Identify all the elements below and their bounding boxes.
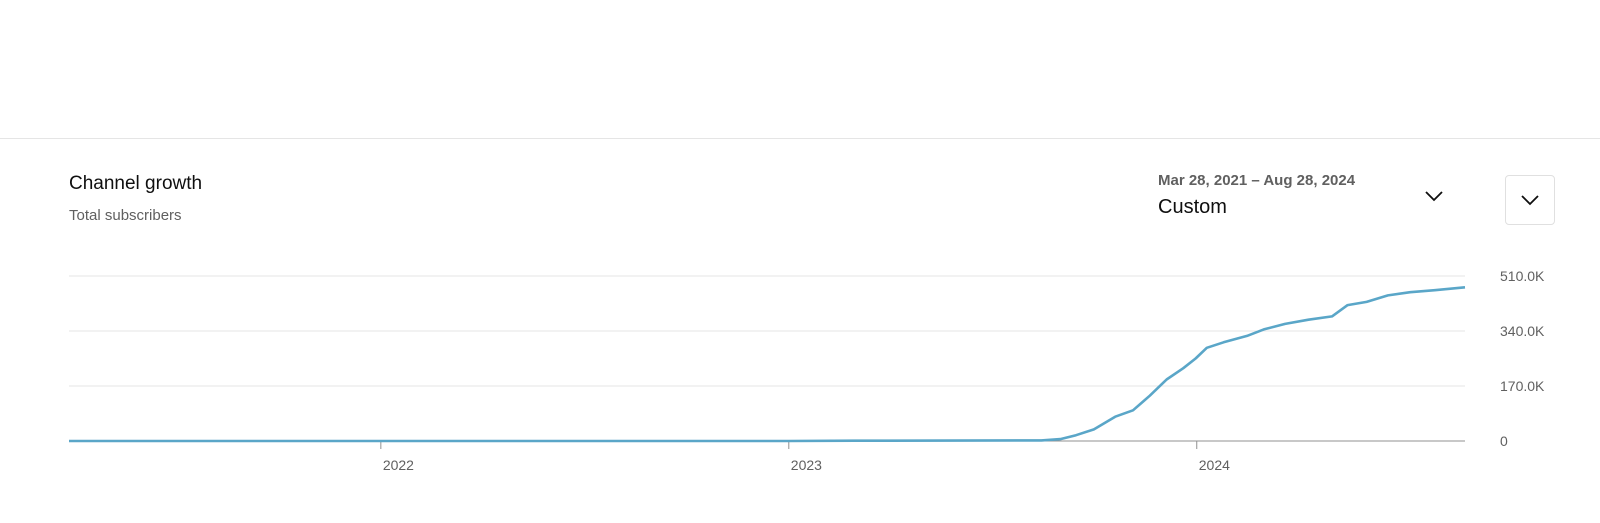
x-tick-label: 2023: [791, 457, 822, 473]
x-tick-label: 2022: [383, 457, 414, 473]
date-range-text: Mar 28, 2021 – Aug 28, 2024: [1158, 172, 1356, 189]
subscriber-growth-chart: 0 170.0K 340.0K 510.0K 2022 2023 2024: [69, 268, 1545, 473]
date-range-picker[interactable]: Mar 28, 2021 – Aug 28, 2024 Custom: [1158, 168, 1458, 228]
chevron-down-icon: [1521, 195, 1539, 206]
series-line: [69, 286, 1466, 443]
x-tick-label: 2024: [1199, 457, 1230, 473]
y-tick-label: 510.0K: [1500, 268, 1545, 284]
expand-card-button[interactable]: [1505, 175, 1555, 225]
chevron-down-icon: [1425, 191, 1443, 202]
y-tick-label: 340.0K: [1500, 323, 1545, 339]
y-tick-label: 170.0K: [1500, 378, 1545, 394]
card-subtitle: Total subscribers: [69, 207, 182, 224]
date-preset-label: Custom: [1158, 196, 1227, 218]
y-tick-label: 0: [1500, 433, 1508, 449]
card-title: Channel growth: [69, 173, 203, 194]
header-divider: [0, 138, 1600, 139]
